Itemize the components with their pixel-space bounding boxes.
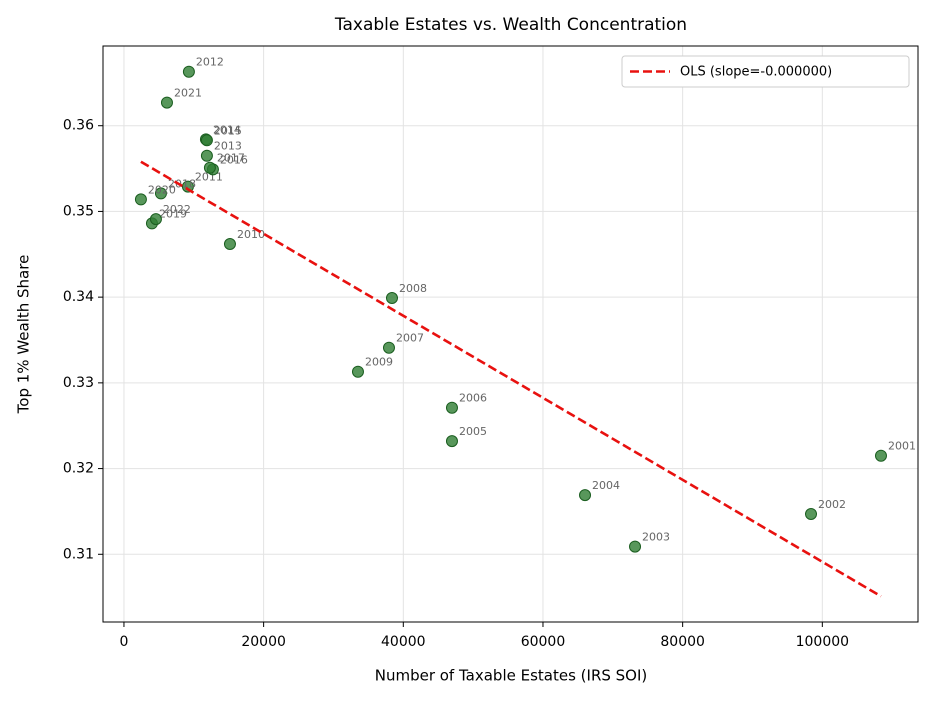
point — [203, 161, 216, 174]
x-tick-label: 80000 — [660, 634, 705, 650]
point-label: 2020 — [148, 183, 176, 196]
point-label: 2022 — [163, 203, 191, 216]
legend-label: OLS (slope=-0.000000) — [680, 65, 832, 80]
point-label: 2014 — [213, 123, 241, 136]
point-label: 2007 — [396, 332, 424, 345]
y-tick-label: 0.33 — [63, 375, 94, 391]
point — [200, 134, 213, 147]
point-label: 2008 — [399, 282, 427, 295]
y-tick-label: 0.35 — [63, 203, 94, 219]
chart-title: Taxable Estates vs. Wealth Concentration — [334, 15, 687, 35]
point — [223, 238, 236, 250]
x-axis-label: Number of Taxable Estates (IRS SOI) — [375, 667, 648, 685]
point — [445, 435, 458, 448]
point — [154, 187, 167, 200]
point-label: 2019 — [159, 207, 187, 220]
point-label: 2002 — [818, 498, 846, 511]
x-tick-label: 20000 — [241, 634, 286, 650]
point-label: 2003 — [642, 531, 670, 544]
point — [182, 65, 195, 78]
point — [181, 180, 194, 193]
legend-box — [621, 55, 910, 88]
point — [160, 96, 173, 109]
point-label: 2017 — [217, 152, 245, 165]
x-tick-label: 40000 — [381, 634, 426, 650]
y-tick-label: 0.31 — [63, 546, 94, 562]
point — [874, 449, 887, 462]
point-label: 2006 — [459, 392, 487, 405]
point-label: 2018 — [168, 177, 196, 190]
fit-line — [140, 160, 882, 598]
point-label: 2021 — [174, 87, 202, 100]
point-label: 2016 — [220, 153, 248, 166]
point-label: 2013 — [214, 140, 242, 153]
point — [351, 365, 364, 378]
x-tick-label: 60000 — [521, 634, 566, 650]
point-label: 2004 — [592, 479, 620, 492]
point — [629, 540, 642, 553]
point — [200, 149, 213, 162]
plot-frame — [102, 45, 919, 623]
point — [385, 292, 398, 304]
y-tick-label: 0.32 — [63, 461, 94, 477]
point-label: 2015 — [214, 124, 242, 137]
point — [149, 213, 162, 226]
point-label: 2012 — [196, 56, 224, 69]
point-label: 2005 — [459, 425, 487, 438]
y-tick-label: 0.36 — [63, 118, 94, 134]
point-label: 2009 — [365, 356, 393, 369]
x-tick-label: 0 — [119, 634, 128, 650]
point — [134, 193, 147, 206]
point — [445, 401, 458, 414]
y-axis-label: Top 1% Wealth Share — [15, 255, 33, 415]
point — [805, 508, 818, 520]
x-tick-label: 100000 — [796, 634, 849, 650]
point-label: 2001 — [888, 440, 916, 453]
point — [579, 489, 592, 502]
y-tick-label: 0.34 — [63, 289, 94, 305]
point-label: 2010 — [237, 228, 265, 241]
point — [382, 341, 395, 354]
